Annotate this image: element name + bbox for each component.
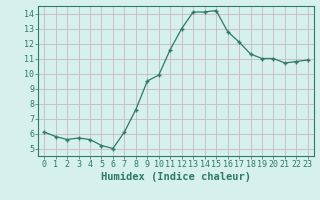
X-axis label: Humidex (Indice chaleur): Humidex (Indice chaleur) bbox=[101, 172, 251, 182]
